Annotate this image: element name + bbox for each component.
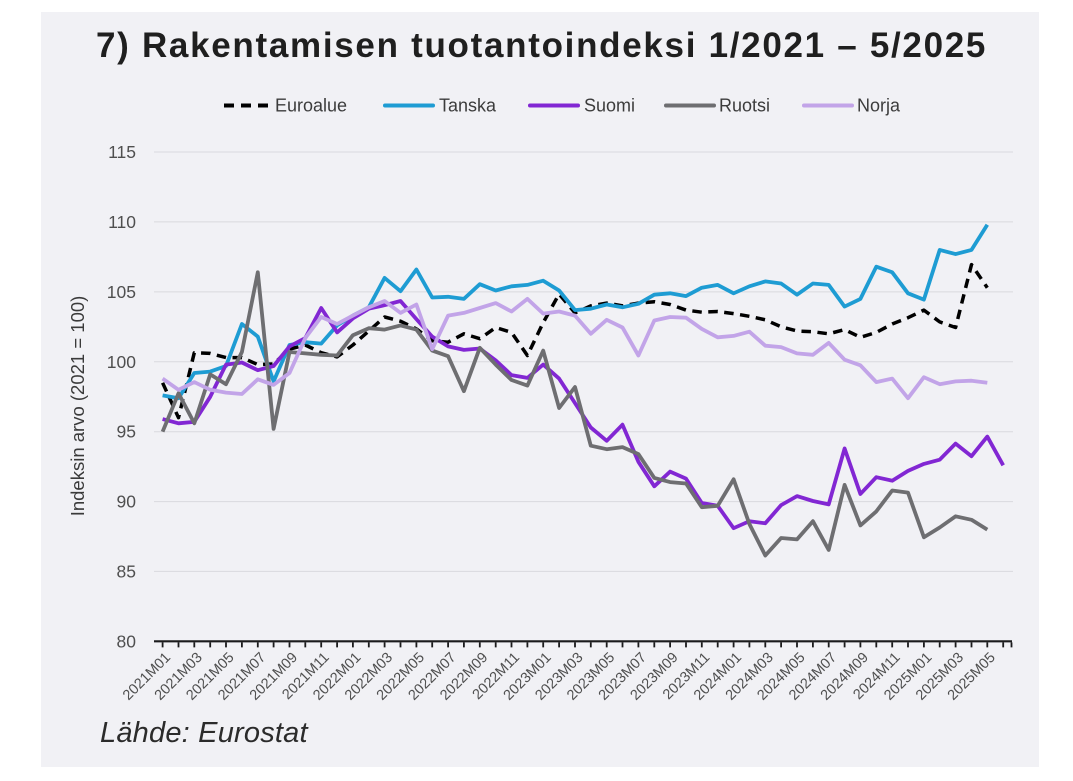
svg-text:100: 100 bbox=[107, 352, 136, 372]
svg-text:Norja: Norja bbox=[857, 96, 901, 116]
svg-text:105: 105 bbox=[107, 282, 136, 302]
svg-text:Ruotsi: Ruotsi bbox=[719, 96, 770, 116]
svg-text:115: 115 bbox=[108, 142, 136, 162]
svg-text:95: 95 bbox=[117, 422, 136, 442]
svg-text:90: 90 bbox=[117, 492, 137, 512]
svg-text:Indeksin arvo (2021 = 100): Indeksin arvo (2021 = 100) bbox=[67, 296, 88, 517]
svg-text:80: 80 bbox=[117, 631, 137, 651]
svg-text:Tanska: Tanska bbox=[439, 96, 497, 116]
svg-text:Suomi: Suomi bbox=[584, 96, 635, 116]
svg-text:110: 110 bbox=[108, 212, 136, 232]
svg-text:Euroalue: Euroalue bbox=[275, 96, 347, 116]
svg-text:85: 85 bbox=[117, 561, 136, 581]
